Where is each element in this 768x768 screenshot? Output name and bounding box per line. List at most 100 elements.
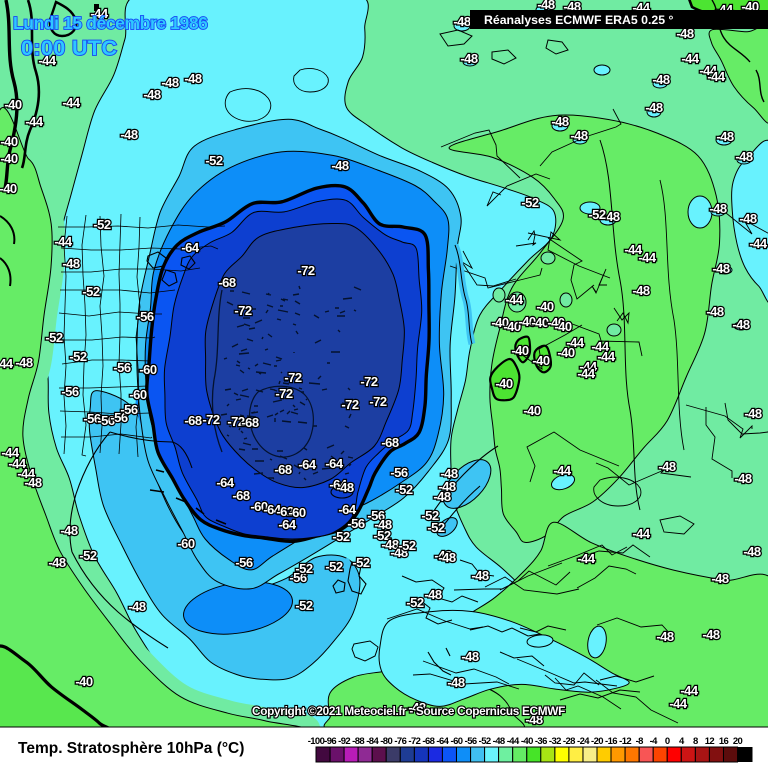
svg-text:-56: -56 [390,465,408,480]
svg-text:-40: -40 [523,403,541,418]
svg-text:-48: -48 [438,479,456,494]
svg-text:-40: -40 [0,181,17,196]
svg-text:-44: -44 [680,683,699,698]
svg-text:-52: -52 [352,555,370,570]
svg-text:-64: -64 [278,517,297,532]
svg-text:-68: -68 [218,275,236,290]
svg-text:-52: -52 [295,561,313,576]
svg-text:-52: -52 [406,595,424,610]
svg-text:-84: -84 [366,736,379,747]
svg-text:-12: -12 [619,736,631,747]
svg-text:-28: -28 [563,736,575,747]
svg-text:-68: -68 [184,413,202,428]
svg-text:-52: -52 [398,538,416,553]
svg-text:-68: -68 [232,488,250,503]
svg-text:-56: -56 [136,309,154,324]
svg-text:-44: -44 [17,466,36,481]
svg-text:-48: -48 [734,471,752,486]
svg-text:-48: -48 [735,149,753,164]
svg-text:-44: -44 [54,234,73,249]
svg-text:-48: -48 [433,489,451,504]
svg-text:-52: -52 [82,284,100,299]
svg-text:-48: -48 [447,675,465,690]
svg-text:-40: -40 [547,315,565,330]
svg-text:-64: -64 [325,456,344,471]
svg-text:-40: -40 [536,299,554,314]
svg-text:-48: -48 [493,736,505,747]
svg-text:-40: -40 [531,315,549,330]
svg-text:-48: -48 [570,128,588,143]
svg-text:-52: -52 [93,217,111,232]
svg-text:-64: -64 [216,475,235,490]
svg-text:-56: -56 [97,413,115,428]
svg-text:-48: -48 [645,100,663,115]
svg-text:-68: -68 [422,736,434,747]
svg-text:-44: -44 [624,242,643,257]
svg-text:-44: -44 [669,696,688,711]
svg-text:-44: -44 [638,250,657,265]
svg-text:Temp. Stratosphère 10hPa (°C): Temp. Stratosphère 10hPa (°C) [18,740,244,757]
svg-text:-52: -52 [332,529,350,544]
svg-text:-48: -48 [537,0,555,12]
svg-text:-48: -48 [424,587,442,602]
svg-text:-52: -52 [588,207,606,222]
svg-text:-52: -52 [421,508,439,523]
svg-text:-48: -48 [652,72,670,87]
svg-text:-72: -72 [408,736,420,747]
svg-text:-52: -52 [373,528,391,543]
svg-text:-60: -60 [250,499,268,514]
svg-text:-60: -60 [288,505,306,520]
svg-text:-48: -48 [712,261,730,276]
svg-text:-40: -40 [521,736,533,747]
svg-text:-40: -40 [4,97,22,112]
svg-text:-48: -48 [739,211,757,226]
svg-text:-68: -68 [274,462,292,477]
svg-text:-64: -64 [263,502,282,517]
svg-text:-44: -44 [707,69,726,84]
svg-text:-62: -62 [276,504,294,519]
svg-text:-72: -72 [369,394,387,409]
svg-text:-48: -48 [711,571,729,586]
svg-text:-48: -48 [408,700,426,715]
svg-text:-72: -72 [341,397,359,412]
svg-text:-44: -44 [62,95,81,110]
svg-text:8: 8 [693,736,698,747]
svg-text:-48: -48 [702,627,720,642]
svg-text:-44: -44 [591,339,610,354]
svg-text:-32: -32 [549,736,561,747]
svg-text:-24: -24 [577,736,590,747]
svg-text:-40: -40 [495,376,513,391]
svg-text:-48: -48 [24,475,42,490]
svg-text:-44: -44 [553,463,572,478]
svg-text:-92: -92 [338,736,350,747]
svg-text:-52: -52 [395,482,413,497]
svg-text:0: 0 [665,736,670,747]
svg-text:-44: -44 [90,6,109,21]
svg-text:-44: -44 [0,356,14,371]
svg-text:-48: -48 [744,406,762,421]
svg-text:-44: -44 [8,456,27,471]
svg-text:-44: -44 [579,359,598,374]
svg-text:-56: -56 [61,384,79,399]
svg-text:0:00 UTC: 0:00 UTC [21,36,117,60]
svg-text:-40: -40 [0,134,18,149]
svg-text:-52: -52 [325,559,343,574]
svg-text:-44: -44 [507,736,520,747]
svg-text:-56: -56 [367,508,385,523]
svg-text:-56: -56 [113,360,131,375]
svg-text:-48: -48 [551,114,569,129]
svg-text:-64: -64 [298,457,317,472]
svg-text:-52: -52 [79,548,97,563]
svg-text:-56: -56 [83,411,101,426]
svg-text:-64: -64 [181,240,200,255]
svg-text:-48: -48 [390,545,408,560]
svg-text:-48: -48 [434,548,452,563]
svg-text:-40: -40 [511,343,529,358]
svg-text:-48: -48 [656,629,674,644]
svg-text:-48: -48 [62,256,80,271]
svg-text:-60: -60 [451,736,463,747]
svg-text:12: 12 [705,736,715,747]
svg-text:-44: -44 [749,236,768,251]
svg-text:-48: -48 [632,283,650,298]
svg-text:-44: -44 [1,445,20,460]
